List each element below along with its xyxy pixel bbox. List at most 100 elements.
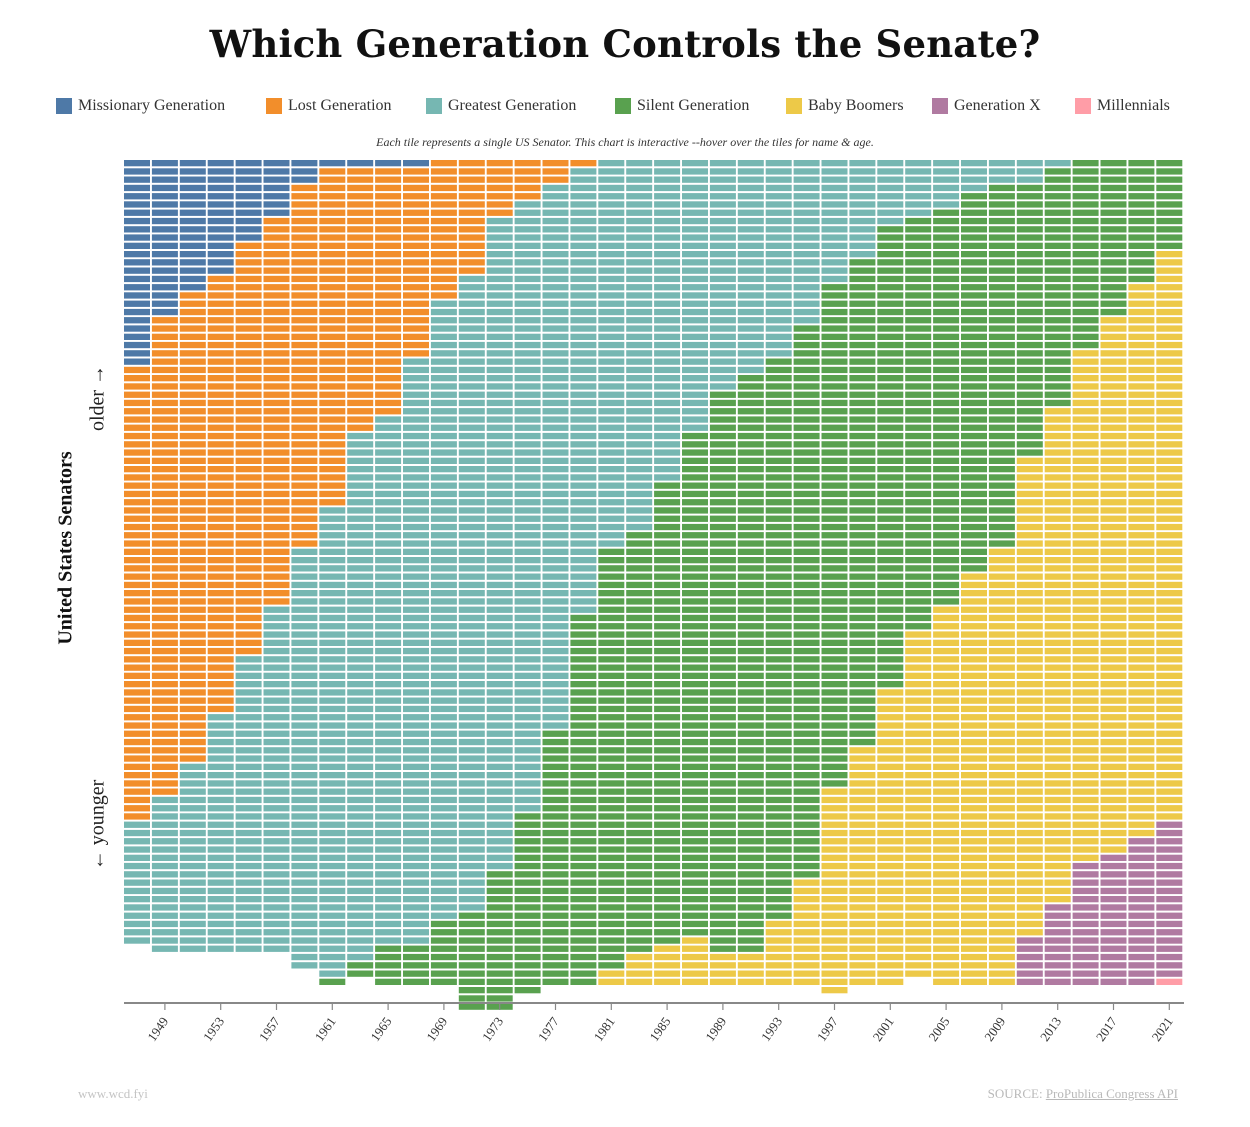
senator-tile[interactable] (1128, 499, 1155, 506)
senator-tile[interactable] (626, 970, 653, 977)
senator-tile[interactable] (375, 705, 402, 713)
senator-tile[interactable] (124, 548, 150, 555)
senator-tile[interactable] (682, 490, 708, 498)
senator-tile[interactable] (514, 796, 541, 804)
senator-tile[interactable] (235, 391, 262, 398)
senator-tile[interactable] (179, 945, 206, 952)
senator-tile[interactable] (1156, 829, 1183, 837)
senator-tile[interactable] (291, 705, 318, 713)
senator-tile[interactable] (682, 242, 708, 249)
senator-tile[interactable] (235, 929, 262, 936)
senator-tile[interactable] (905, 664, 932, 671)
senator-tile[interactable] (598, 416, 625, 423)
senator-tile[interactable] (375, 416, 402, 423)
senator-tile[interactable] (598, 193, 625, 200)
senator-tile[interactable] (1044, 606, 1071, 613)
senator-tile[interactable] (1100, 755, 1127, 762)
senator-tile[interactable] (598, 325, 625, 332)
senator-tile[interactable] (821, 581, 848, 589)
senator-tile[interactable] (1072, 466, 1099, 473)
senator-tile[interactable] (1016, 854, 1043, 861)
senator-tile[interactable] (403, 598, 429, 605)
senator-tile[interactable] (765, 432, 792, 440)
senator-tile[interactable] (1100, 548, 1127, 555)
senator-tile[interactable] (179, 904, 206, 911)
senator-tile[interactable] (542, 267, 569, 274)
senator-tile[interactable] (486, 846, 513, 853)
senator-tile[interactable] (124, 507, 150, 514)
senator-tile[interactable] (598, 937, 625, 944)
senator-tile[interactable] (347, 598, 374, 605)
senator-tile[interactable] (682, 201, 708, 208)
senator-tile[interactable] (430, 689, 457, 696)
senator-tile[interactable] (1156, 838, 1183, 845)
senator-tile[interactable] (207, 499, 234, 506)
senator-tile[interactable] (542, 226, 569, 233)
senator-tile[interactable] (263, 590, 290, 597)
senator-tile[interactable] (793, 962, 820, 969)
senator-tile[interactable] (654, 416, 681, 423)
senator-tile[interactable] (124, 664, 150, 671)
senator-tile[interactable] (514, 251, 541, 258)
senator-tile[interactable] (124, 366, 150, 374)
senator-tile[interactable] (626, 267, 653, 274)
senator-tile[interactable] (1044, 557, 1071, 564)
senator-tile[interactable] (319, 366, 346, 374)
senator-tile[interactable] (291, 862, 318, 870)
senator-tile[interactable] (124, 887, 150, 895)
senator-tile[interactable] (654, 217, 681, 225)
senator-tile[interactable] (1100, 788, 1127, 795)
senator-tile[interactable] (682, 623, 708, 630)
senator-tile[interactable] (821, 763, 848, 770)
senator-tile[interactable] (430, 160, 457, 167)
senator-tile[interactable] (207, 912, 234, 919)
senator-tile[interactable] (1128, 366, 1155, 374)
senator-tile[interactable] (709, 598, 736, 605)
senator-tile[interactable] (458, 929, 485, 936)
senator-tile[interactable] (179, 441, 206, 448)
senator-tile[interactable] (626, 953, 653, 961)
senator-tile[interactable] (905, 284, 932, 291)
senator-tile[interactable] (319, 780, 346, 787)
senator-tile[interactable] (263, 879, 290, 886)
senator-tile[interactable] (1044, 838, 1071, 845)
senator-tile[interactable] (207, 590, 234, 597)
senator-tile[interactable] (1156, 846, 1183, 853)
senator-tile[interactable] (291, 523, 318, 531)
senator-tile[interactable] (430, 193, 457, 200)
senator-tile[interactable] (1044, 217, 1071, 225)
senator-tile[interactable] (1072, 350, 1099, 357)
senator-tile[interactable] (1016, 623, 1043, 630)
senator-tile[interactable] (514, 548, 541, 555)
senator-tile[interactable] (821, 350, 848, 357)
senator-tile[interactable] (375, 664, 402, 671)
senator-tile[interactable] (151, 821, 178, 828)
senator-tile[interactable] (821, 953, 848, 961)
senator-tile[interactable] (988, 466, 1015, 473)
senator-tile[interactable] (682, 333, 708, 340)
senator-tile[interactable] (821, 557, 848, 564)
senator-tile[interactable] (709, 565, 736, 572)
senator-tile[interactable] (626, 796, 653, 804)
senator-tile[interactable] (793, 341, 820, 349)
senator-tile[interactable] (347, 647, 374, 655)
senator-tile[interactable] (430, 862, 457, 870)
senator-tile[interactable] (542, 424, 569, 431)
senator-tile[interactable] (709, 904, 736, 911)
senator-tile[interactable] (514, 193, 541, 200)
senator-tile[interactable] (1128, 672, 1155, 679)
senator-tile[interactable] (375, 482, 402, 489)
senator-tile[interactable] (793, 399, 820, 407)
senator-tile[interactable] (709, 705, 736, 713)
senator-tile[interactable] (347, 953, 374, 961)
senator-tile[interactable] (1044, 308, 1071, 316)
senator-tile[interactable] (347, 772, 374, 779)
senator-tile[interactable] (988, 168, 1015, 175)
senator-tile[interactable] (682, 391, 708, 398)
senator-tile[interactable] (1044, 829, 1071, 837)
senator-tile[interactable] (263, 623, 290, 630)
senator-tile[interactable] (988, 755, 1015, 762)
senator-tile[interactable] (849, 821, 876, 828)
senator-tile[interactable] (1128, 639, 1155, 646)
senator-tile[interactable] (486, 441, 513, 448)
